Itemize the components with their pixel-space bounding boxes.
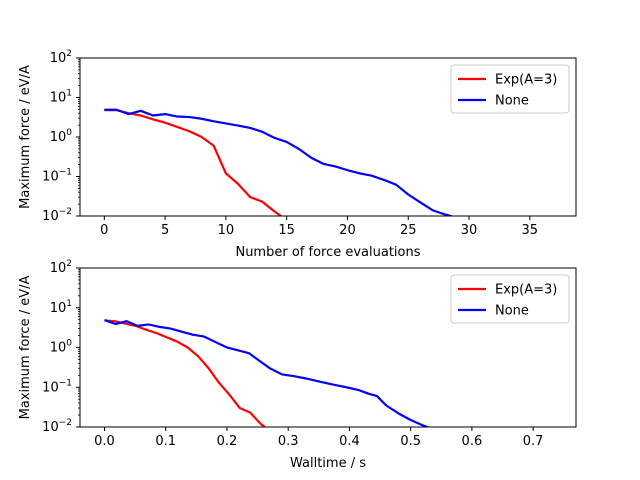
x-tick-label: 10: [218, 223, 235, 238]
y-tick-label: 102: [50, 259, 72, 276]
y-tick-label: 10−2: [42, 207, 72, 224]
x-tick-label: 0.3: [278, 434, 299, 449]
series-line-none: [104, 319, 431, 427]
x-tick-label: 0: [100, 223, 108, 238]
x-axis-label: Number of force evaluations: [235, 245, 420, 260]
y-axis-label: Maximum force / eV/A: [18, 276, 33, 420]
chart-top: 0 5 10 15 20 25 30 35 10−2 10−1 100 101 102 Number of…: [18, 49, 577, 260]
series-line-exp: [104, 108, 284, 216]
y-tick-label: 100: [50, 128, 73, 145]
series-line-none: [104, 108, 455, 216]
y-tick-label: 10−2: [42, 418, 72, 435]
y-tick-label: 101: [50, 89, 72, 106]
x-tick-label: 20: [339, 223, 356, 238]
x-tick-label: 0.0: [94, 434, 115, 449]
x-tick-label: 0.5: [400, 434, 421, 449]
legend: Exp(A=3) None: [450, 64, 570, 114]
x-tick-label: 25: [400, 223, 417, 238]
chart-bottom: 0.0 0.1 0.2 0.3 0.4 0.5 0.6 0.7 10−2 10−1 100 101 10…: [18, 259, 577, 471]
y-tick-label: 10−1: [42, 378, 72, 395]
legend-entry: Exp(A=3): [495, 73, 557, 88]
y-tick-label: 100: [50, 339, 73, 356]
x-tick-label: 30: [461, 223, 478, 238]
y-tick-label: 10−1: [42, 168, 72, 185]
x-tick-label: 5: [161, 223, 169, 238]
series-line-exp: [104, 319, 267, 427]
x-tick-label: 0.2: [217, 434, 238, 449]
legend-entry: None: [495, 304, 529, 319]
x-axis-label: Walltime / s: [290, 456, 366, 471]
y-axis-label: Maximum force / eV/A: [18, 65, 33, 209]
x-tick-label: 0.6: [462, 434, 483, 449]
x-tick-label: 0.7: [523, 434, 544, 449]
legend-entry: None: [495, 94, 529, 109]
x-tick-label: 0.4: [339, 434, 360, 449]
y-tick-label: 102: [50, 49, 72, 66]
x-tick-label: 15: [278, 223, 295, 238]
y-tick-label: 101: [50, 299, 72, 316]
x-tick-label: 35: [522, 223, 539, 238]
legend: Exp(A=3) None: [450, 274, 570, 324]
x-tick-label: 0.1: [155, 434, 176, 449]
legend-entry: Exp(A=3): [495, 283, 557, 298]
